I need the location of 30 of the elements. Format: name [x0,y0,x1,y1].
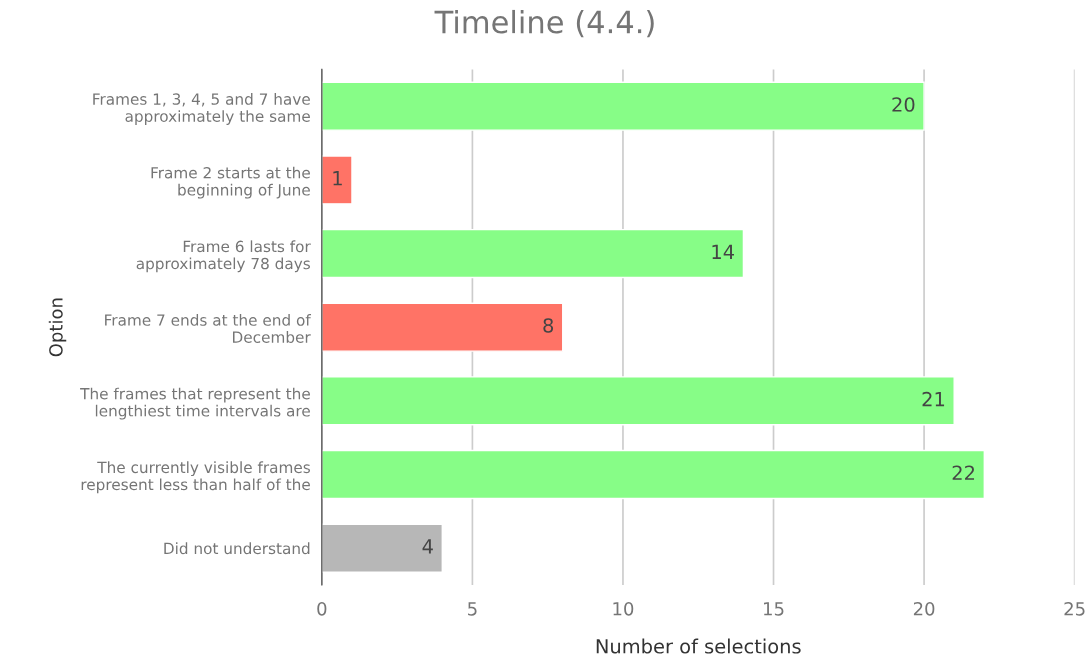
x-tick-label: 0 [317,601,327,616]
x-tick-label: 25 [1064,601,1085,616]
x-tick-label: 15 [764,602,784,616]
y-axis-title: Option [48,298,67,357]
bar [321,376,955,426]
y-tick-label: Frame 7 ends at the end of December [105,314,312,343]
data-label: 8 [543,318,554,333]
x-axis-title: Number of selections [596,638,801,654]
chart-title: Timeline (4.4.) [434,9,654,38]
bar [321,81,925,131]
y-tick-label: The frames that represent the lengthiest time intervals are [80,387,310,420]
bar [321,523,443,573]
bar [321,449,985,500]
data-label: 1 [333,171,342,186]
y-tick-label: The currently visible frames represent less than half of the [81,461,310,494]
bar [321,228,745,279]
data-label: 14 [712,244,734,259]
bar [321,302,564,352]
bar [321,155,353,205]
x-tick-label: 10 [613,601,634,616]
data-label: 20 [892,97,915,112]
y-tick-label: Frames 1, 3, 4, 5 and 7 have approximately the same [93,93,310,125]
y-tick-label: Did not understand [164,542,310,555]
y-tick-label: Frame 2 starts at the beginning of June [151,166,310,199]
x-tick-label: 20 [913,601,935,616]
data-label: 21 [922,391,945,407]
data-label: 4 [422,539,433,554]
y-tick-label: Frame 6 lasts for approximately 78 days [136,240,311,273]
data-label: 22 [952,465,975,480]
x-tick-label: 5 [468,602,477,616]
